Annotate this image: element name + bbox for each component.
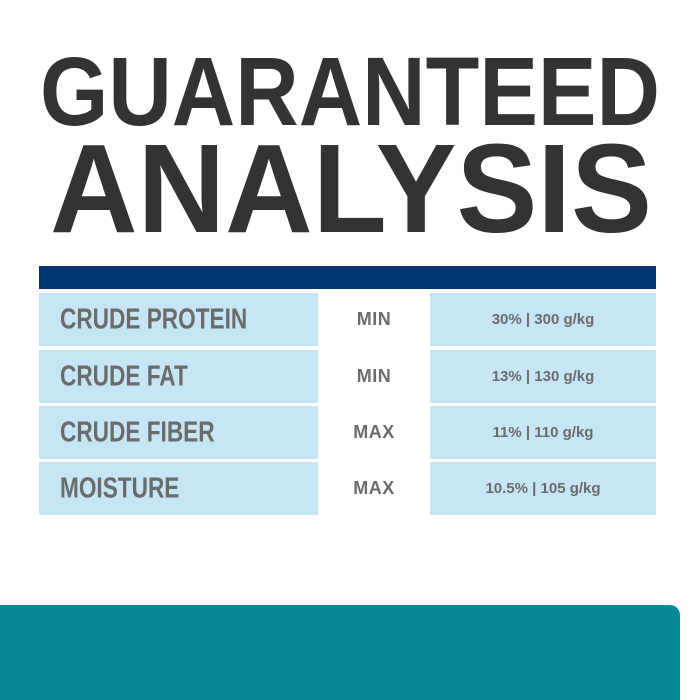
- table-row: MOISTURE MAX 10.5% | 105 g/kg: [39, 462, 656, 515]
- nutrient-value: 13% | 130 g/kg: [430, 350, 656, 403]
- nutrient-label: MOISTURE: [60, 472, 180, 504]
- nutrient-label: CRUDE FIBER: [60, 416, 215, 448]
- limit-label: MAX: [318, 406, 430, 459]
- table-row: CRUDE FIBER MAX 11% | 110 g/kg: [39, 406, 656, 459]
- nutrient-value: 30% | 300 g/kg: [430, 293, 656, 346]
- nutrient-label: CRUDE FAT: [60, 360, 188, 392]
- nutrient-value: 10.5% | 105 g/kg: [430, 462, 656, 515]
- limit-label: MIN: [318, 293, 430, 346]
- table-row: CRUDE FAT MIN 13% | 130 g/kg: [39, 350, 656, 403]
- title-line-2: ANALYSIS: [50, 118, 652, 259]
- nutrient-label: CRUDE PROTEIN: [60, 303, 248, 335]
- title-line-1: GUARANTEED: [40, 37, 660, 146]
- footer-band: [0, 605, 680, 700]
- table-header-bar: [39, 266, 656, 289]
- page-title: GUARANTEED ANALYSIS: [40, 37, 660, 259]
- limit-label: MAX: [318, 462, 430, 515]
- nutrient-value: 11% | 110 g/kg: [430, 406, 656, 459]
- table-row: CRUDE PROTEIN MIN 30% | 300 g/kg: [39, 293, 656, 346]
- limit-label: MIN: [318, 350, 430, 403]
